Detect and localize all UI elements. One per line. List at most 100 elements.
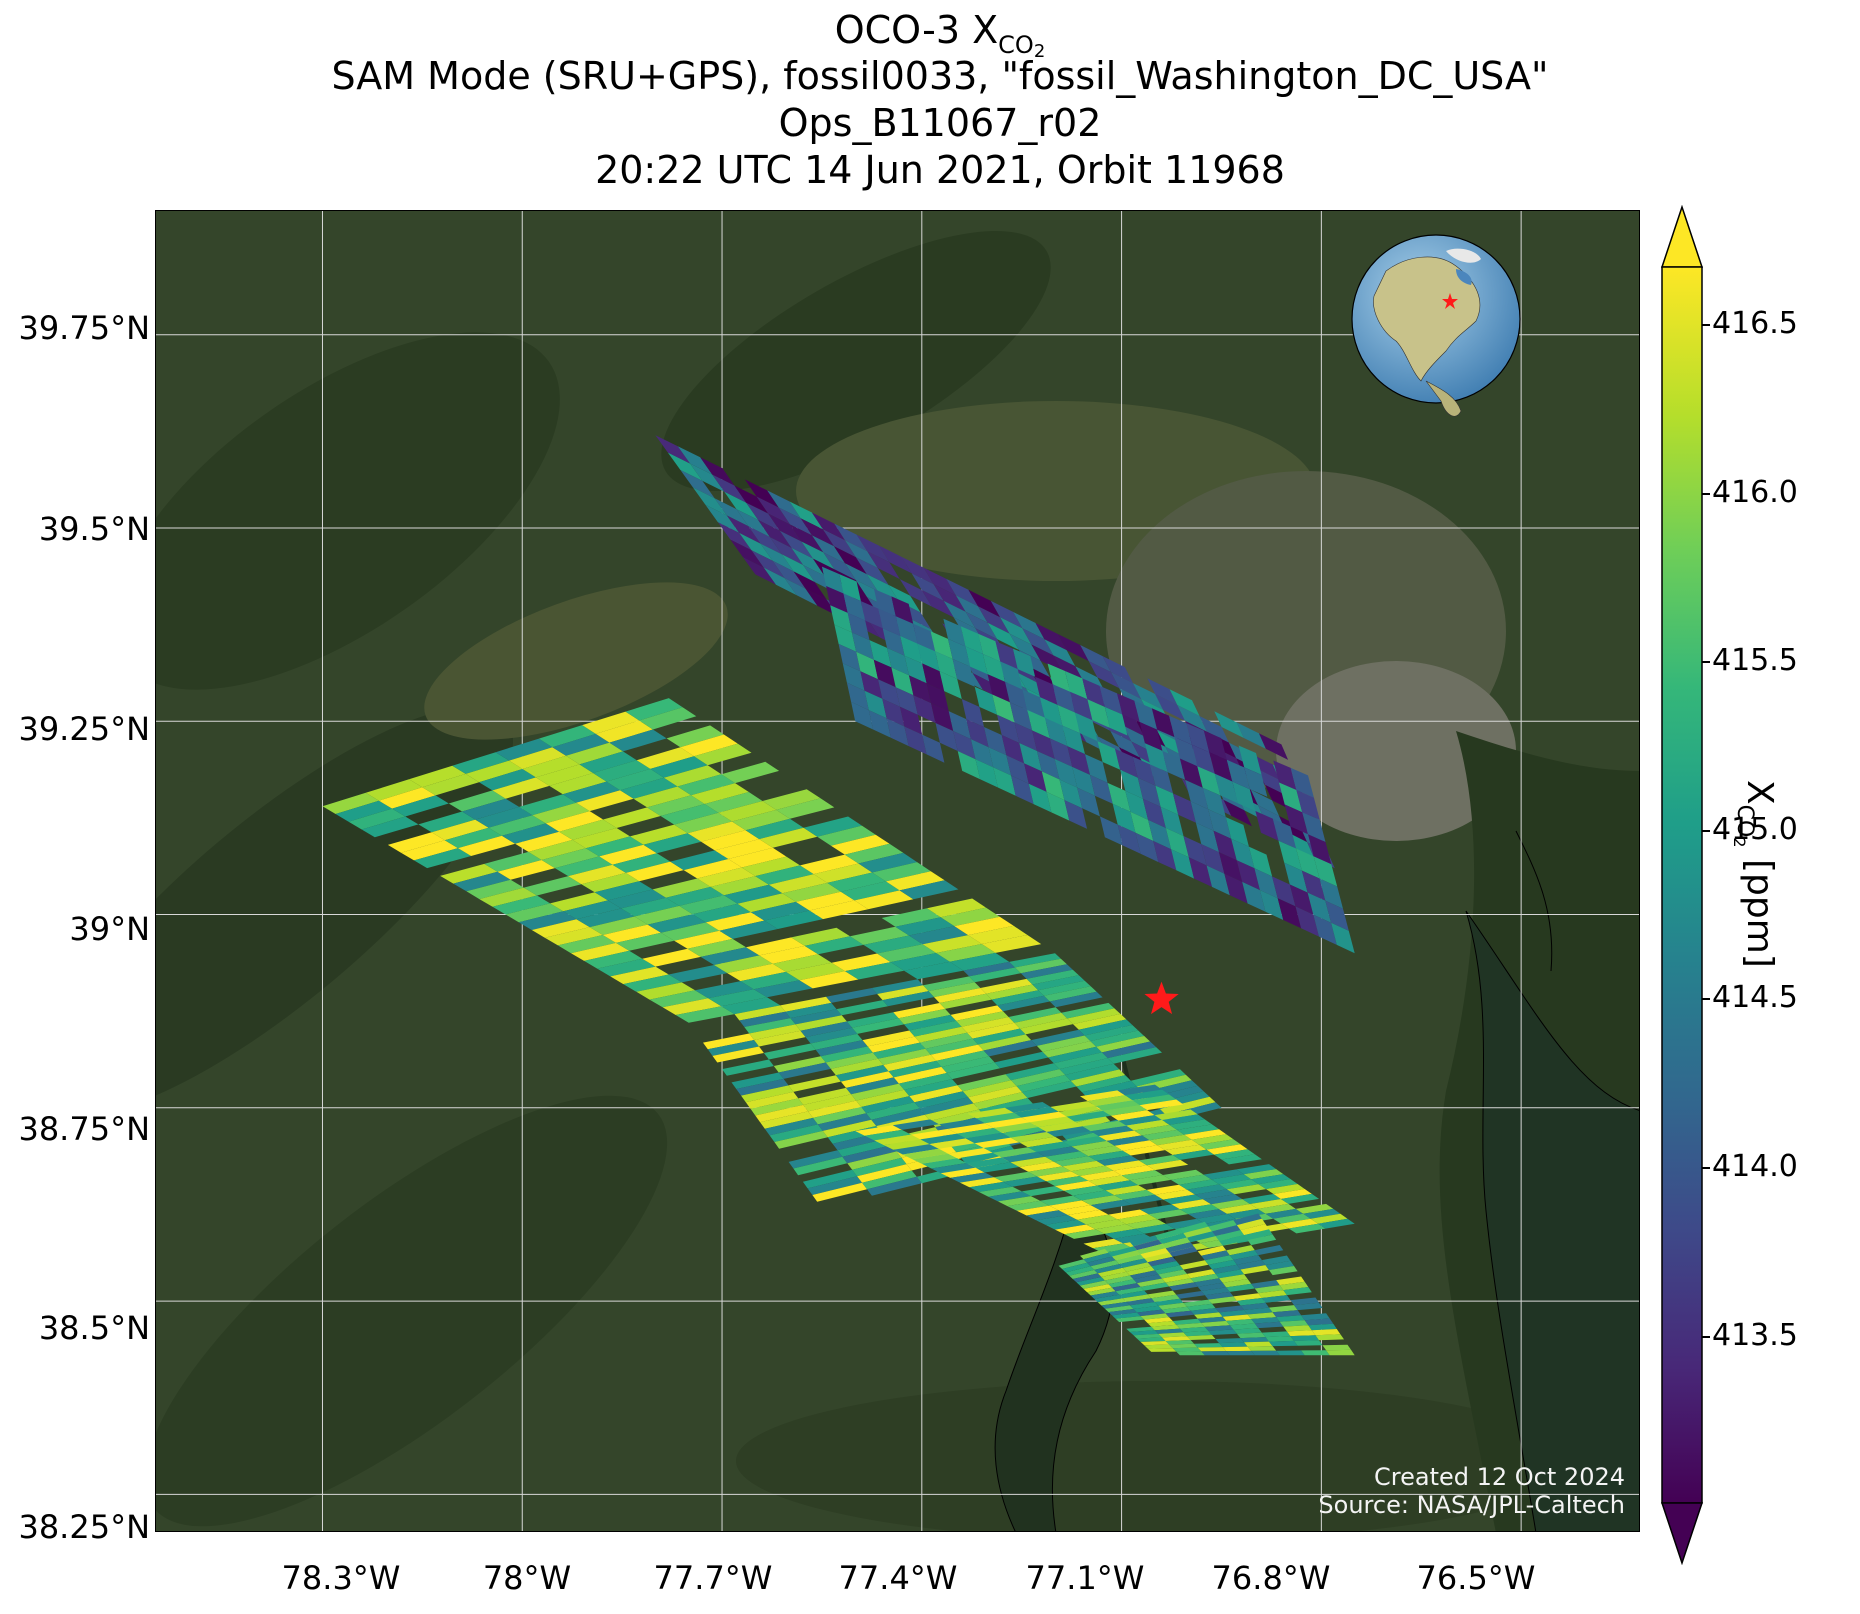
xco2-cell xyxy=(649,990,709,1008)
xco2-cell xyxy=(655,435,691,464)
xco2-cell xyxy=(1258,1179,1298,1190)
xco2-cell xyxy=(1061,1002,1115,1019)
xco2-cell xyxy=(1037,751,1060,780)
xco2-cell xyxy=(997,714,1020,743)
xco2-cell xyxy=(1280,1218,1319,1229)
xco2-cell xyxy=(431,819,489,841)
xco2-cell xyxy=(1215,1230,1245,1241)
xco2-cell xyxy=(1283,1325,1312,1332)
xco2-cell xyxy=(973,1092,1028,1110)
xco2-cell xyxy=(322,792,379,814)
xco2-cell xyxy=(1026,969,1079,985)
xco2-cell xyxy=(675,1006,735,1023)
xco2-cell xyxy=(914,1091,969,1109)
xco2-cell xyxy=(1183,1226,1212,1238)
xco2-cell xyxy=(1154,1109,1198,1120)
xco2-cell xyxy=(846,1077,899,1095)
xco2-cell xyxy=(793,1156,848,1176)
xco2-cell xyxy=(532,802,590,824)
xco2-cell xyxy=(697,867,756,887)
xco2-cell xyxy=(728,847,787,868)
xco2-cell xyxy=(1037,1171,1080,1182)
xco2-cell xyxy=(980,978,1033,994)
xco2-cell xyxy=(1279,1281,1309,1291)
xco2-cell xyxy=(1132,756,1156,786)
xco2-cell xyxy=(1190,1308,1220,1315)
plot-subtitle-version: Ops_B11067_r02 xyxy=(778,101,1102,145)
xco2-cell xyxy=(923,976,975,992)
xco2-cell xyxy=(969,967,1021,983)
xco2-cell xyxy=(1201,1351,1230,1356)
xco2-cell xyxy=(1119,1258,1148,1268)
xco2-cell xyxy=(1294,1340,1323,1346)
xco2-cell xyxy=(378,787,436,809)
xco2-cell xyxy=(712,1046,764,1063)
xco2-cell xyxy=(776,798,835,819)
xco2-cell xyxy=(838,643,861,672)
xco2-cell xyxy=(842,1145,897,1164)
xco2-cell xyxy=(872,862,931,882)
xco2-cell xyxy=(1199,716,1229,743)
xco2-cell xyxy=(1187,1303,1216,1311)
xco2-cell xyxy=(1158,1332,1187,1338)
xco2-cell xyxy=(781,554,815,583)
xco2-cell xyxy=(731,1072,784,1089)
xco2-cell xyxy=(1177,705,1207,732)
xco2-cell xyxy=(882,698,905,727)
xco2-cell xyxy=(584,950,643,969)
lat-tick-label: 38.25°N xyxy=(18,1508,150,1546)
xco2-cell xyxy=(984,727,1007,756)
xco2-cell xyxy=(1277,898,1302,929)
xco2-cell xyxy=(1215,1305,1245,1313)
xco2-cell xyxy=(1147,1348,1177,1352)
xco2-cell xyxy=(1236,722,1266,749)
xco2-cell xyxy=(1187,1335,1216,1340)
xco2-cell xyxy=(869,640,892,668)
xco2-cell xyxy=(1154,1328,1184,1334)
xco2-cell xyxy=(1141,1129,1185,1141)
xco2-cell xyxy=(904,1014,957,1031)
xco2-cell xyxy=(1000,661,1023,690)
xco2-cell xyxy=(1134,700,1158,730)
xco2-cell xyxy=(1087,699,1110,728)
xco2-cell xyxy=(990,600,1023,629)
xco2-cell xyxy=(1079,1170,1122,1181)
xco2-cell xyxy=(1203,730,1227,760)
xco2-cell xyxy=(1147,1321,1177,1327)
xco2-cell xyxy=(1157,1139,1200,1151)
xco2-cell xyxy=(1326,1349,1355,1356)
xco2-cell xyxy=(1219,852,1243,882)
xco2-cell xyxy=(1244,1341,1273,1347)
xco2-cell xyxy=(778,1062,831,1079)
xco2-cell xyxy=(535,764,593,786)
xco2-cell xyxy=(576,790,634,812)
xco2-cell xyxy=(687,821,746,842)
xco2-cell xyxy=(620,777,678,799)
xco2-cell xyxy=(1087,1095,1133,1106)
xco2-cell xyxy=(1076,1075,1131,1093)
xco2-cell xyxy=(1179,1221,1209,1234)
xco2-cell xyxy=(1113,1165,1155,1176)
xco2-cell xyxy=(484,851,542,872)
xco2-cell xyxy=(909,1085,963,1103)
colorbar-tick-label: 414.0 xyxy=(1712,1149,1798,1184)
xco2-cell xyxy=(1211,1199,1250,1210)
xco2-cell xyxy=(1240,1224,1269,1236)
xco2-cell xyxy=(1140,1313,1170,1320)
xco2-cell xyxy=(922,935,982,953)
xco2-cell xyxy=(1104,1160,1147,1171)
xco2-cell xyxy=(1290,1297,1319,1306)
xco2-cell xyxy=(868,710,891,738)
xco2-cell xyxy=(790,524,824,553)
xco2-cell xyxy=(1146,1159,1189,1171)
xco2-cell xyxy=(763,567,797,596)
xco2-cell xyxy=(831,953,891,972)
xco2-cell xyxy=(1083,1284,1113,1293)
xco2-cell xyxy=(1236,1218,1266,1231)
map-panel: Created 12 Oct 2024 Source: NASA/JPL-Cal… xyxy=(155,210,1640,1532)
xco2-cell xyxy=(610,966,669,985)
xco2-cell xyxy=(1283,1287,1312,1296)
xco2-cell xyxy=(1071,1140,1115,1152)
xco2-cell xyxy=(712,474,747,503)
xco2-cell xyxy=(1032,730,1055,759)
